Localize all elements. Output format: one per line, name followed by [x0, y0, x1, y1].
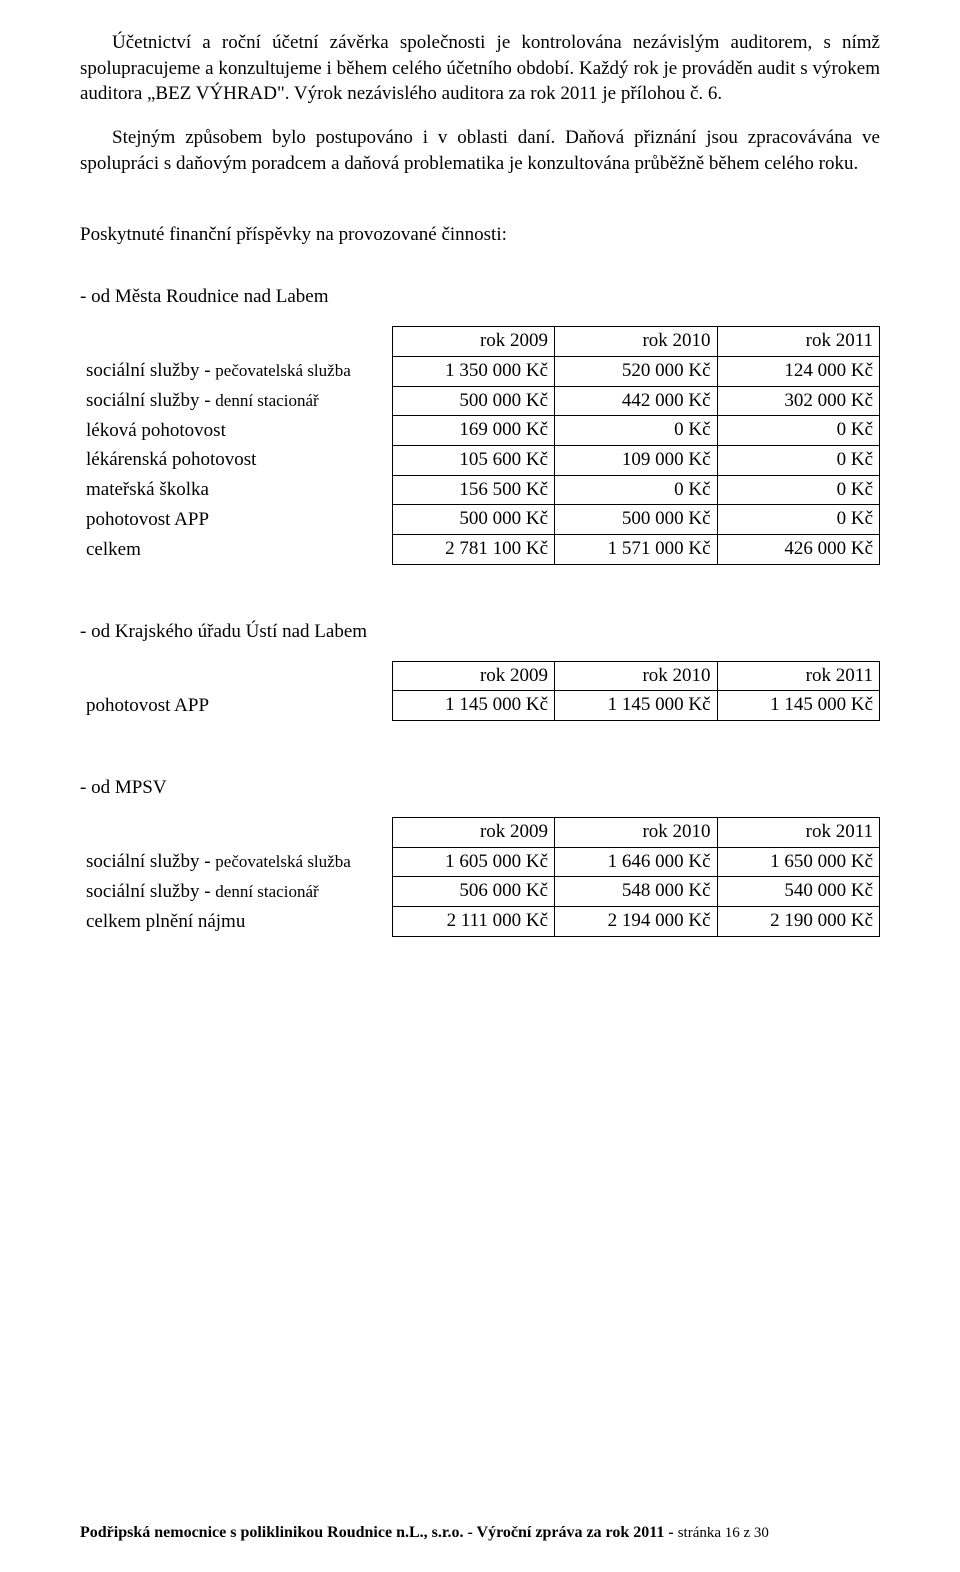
row-label: mateřská školka	[80, 475, 392, 505]
cell: 0 Kč	[717, 416, 879, 446]
cell: 0 Kč	[717, 445, 879, 475]
cell: 1 145 000 Kč	[555, 691, 717, 721]
cell: 2 781 100 Kč	[392, 535, 554, 565]
row-label: lékárenská pohotovost	[80, 445, 392, 475]
cell: 520 000 Kč	[555, 356, 717, 386]
table-header-row: rok 2009 rok 2010 rok 2011	[80, 327, 880, 357]
cell: 109 000 Kč	[555, 445, 717, 475]
table-row: pohotovost APP 500 000 Kč 500 000 Kč 0 K…	[80, 505, 880, 535]
table-krajsky-urad: rok 2009 rok 2010 rok 2011 pohotovost AP…	[80, 661, 880, 721]
table-header-blank	[80, 661, 392, 691]
col-year-2011: rok 2011	[717, 661, 879, 691]
col-year-2009: rok 2009	[392, 661, 554, 691]
table-row-total: celkem plnění nájmu 2 111 000 Kč 2 194 0…	[80, 907, 880, 937]
source-1-title: - od Města Roudnice nad Labem	[80, 286, 880, 308]
cell: 124 000 Kč	[717, 356, 879, 386]
row-label: pohotovost APP	[80, 691, 392, 721]
cell: 500 000 Kč	[555, 505, 717, 535]
table-header-row: rok 2009 rok 2010 rok 2011	[80, 661, 880, 691]
col-year-2009: rok 2009	[392, 818, 554, 848]
cell: 1 646 000 Kč	[555, 847, 717, 877]
cell: 1 145 000 Kč	[717, 691, 879, 721]
footer-text: Podřipská nemocnice s poliklinikou Roudn…	[80, 1524, 678, 1541]
cell: 500 000 Kč	[392, 505, 554, 535]
cell: 169 000 Kč	[392, 416, 554, 446]
row-label: léková pohotovost	[80, 416, 392, 446]
col-year-2011: rok 2011	[717, 818, 879, 848]
cell: 2 190 000 Kč	[717, 907, 879, 937]
row-label: celkem	[80, 535, 392, 565]
cell: 506 000 Kč	[392, 877, 554, 907]
row-label: sociální služby - pečovatelská služba	[80, 356, 392, 386]
row-label: sociální služby - pečovatelská služba	[80, 847, 392, 877]
cell: 1 650 000 Kč	[717, 847, 879, 877]
table-row: lékárenská pohotovost 105 600 Kč 109 000…	[80, 445, 880, 475]
cell: 1 350 000 Kč	[392, 356, 554, 386]
footer-page-number: stránka 16 z 30	[678, 1525, 769, 1541]
cell: 500 000 Kč	[392, 386, 554, 416]
section-heading: Poskytnuté finanční příspěvky na provozo…	[80, 224, 880, 246]
col-year-2011: rok 2011	[717, 327, 879, 357]
paragraph-2: Stejným způsobem bylo postupováno i v ob…	[80, 125, 880, 176]
cell: 0 Kč	[717, 475, 879, 505]
row-label: pohotovost APP	[80, 505, 392, 535]
table-row-total: celkem 2 781 100 Kč 1 571 000 Kč 426 000…	[80, 535, 880, 565]
table-mesto-roudnice: rok 2009 rok 2010 rok 2011 sociální služ…	[80, 326, 880, 565]
table-header-blank	[80, 327, 392, 357]
cell: 442 000 Kč	[555, 386, 717, 416]
cell: 540 000 Kč	[717, 877, 879, 907]
cell: 105 600 Kč	[392, 445, 554, 475]
table-mpsv: rok 2009 rok 2010 rok 2011 sociální služ…	[80, 817, 880, 937]
cell: 0 Kč	[717, 505, 879, 535]
cell: 0 Kč	[555, 475, 717, 505]
cell: 2 111 000 Kč	[392, 907, 554, 937]
cell: 2 194 000 Kč	[555, 907, 717, 937]
col-year-2010: rok 2010	[555, 661, 717, 691]
row-label: celkem plnění nájmu	[80, 907, 392, 937]
table-row: mateřská školka 156 500 Kč 0 Kč 0 Kč	[80, 475, 880, 505]
source-3-title: - od MPSV	[80, 777, 880, 799]
cell: 548 000 Kč	[555, 877, 717, 907]
table-row: léková pohotovost 169 000 Kč 0 Kč 0 Kč	[80, 416, 880, 446]
table-header-blank	[80, 818, 392, 848]
row-label: sociální služby - denní stacionář	[80, 386, 392, 416]
table-row: sociální služby - denní stacionář 506 00…	[80, 877, 880, 907]
cell: 1 571 000 Kč	[555, 535, 717, 565]
table-row: sociální služby - pečovatelská služba 1 …	[80, 356, 880, 386]
table-row: sociální služby - denní stacionář 500 00…	[80, 386, 880, 416]
cell: 156 500 Kč	[392, 475, 554, 505]
cell: 426 000 Kč	[717, 535, 879, 565]
table-row: pohotovost APP 1 145 000 Kč 1 145 000 Kč…	[80, 691, 880, 721]
page: Účetnictví a roční účetní závěrka společ…	[0, 0, 960, 1572]
cell: 1 145 000 Kč	[392, 691, 554, 721]
source-2-title: - od Krajského úřadu Ústí nad Labem	[80, 621, 880, 643]
cell: 0 Kč	[555, 416, 717, 446]
row-label: sociální služby - denní stacionář	[80, 877, 392, 907]
page-footer: Podřipská nemocnice s poliklinikou Roudn…	[80, 1524, 880, 1542]
table-header-row: rok 2009 rok 2010 rok 2011	[80, 818, 880, 848]
table-row: sociální služby - pečovatelská služba 1 …	[80, 847, 880, 877]
cell: 1 605 000 Kč	[392, 847, 554, 877]
col-year-2009: rok 2009	[392, 327, 554, 357]
paragraph-1: Účetnictví a roční účetní závěrka společ…	[80, 30, 880, 107]
cell: 302 000 Kč	[717, 386, 879, 416]
col-year-2010: rok 2010	[555, 818, 717, 848]
col-year-2010: rok 2010	[555, 327, 717, 357]
